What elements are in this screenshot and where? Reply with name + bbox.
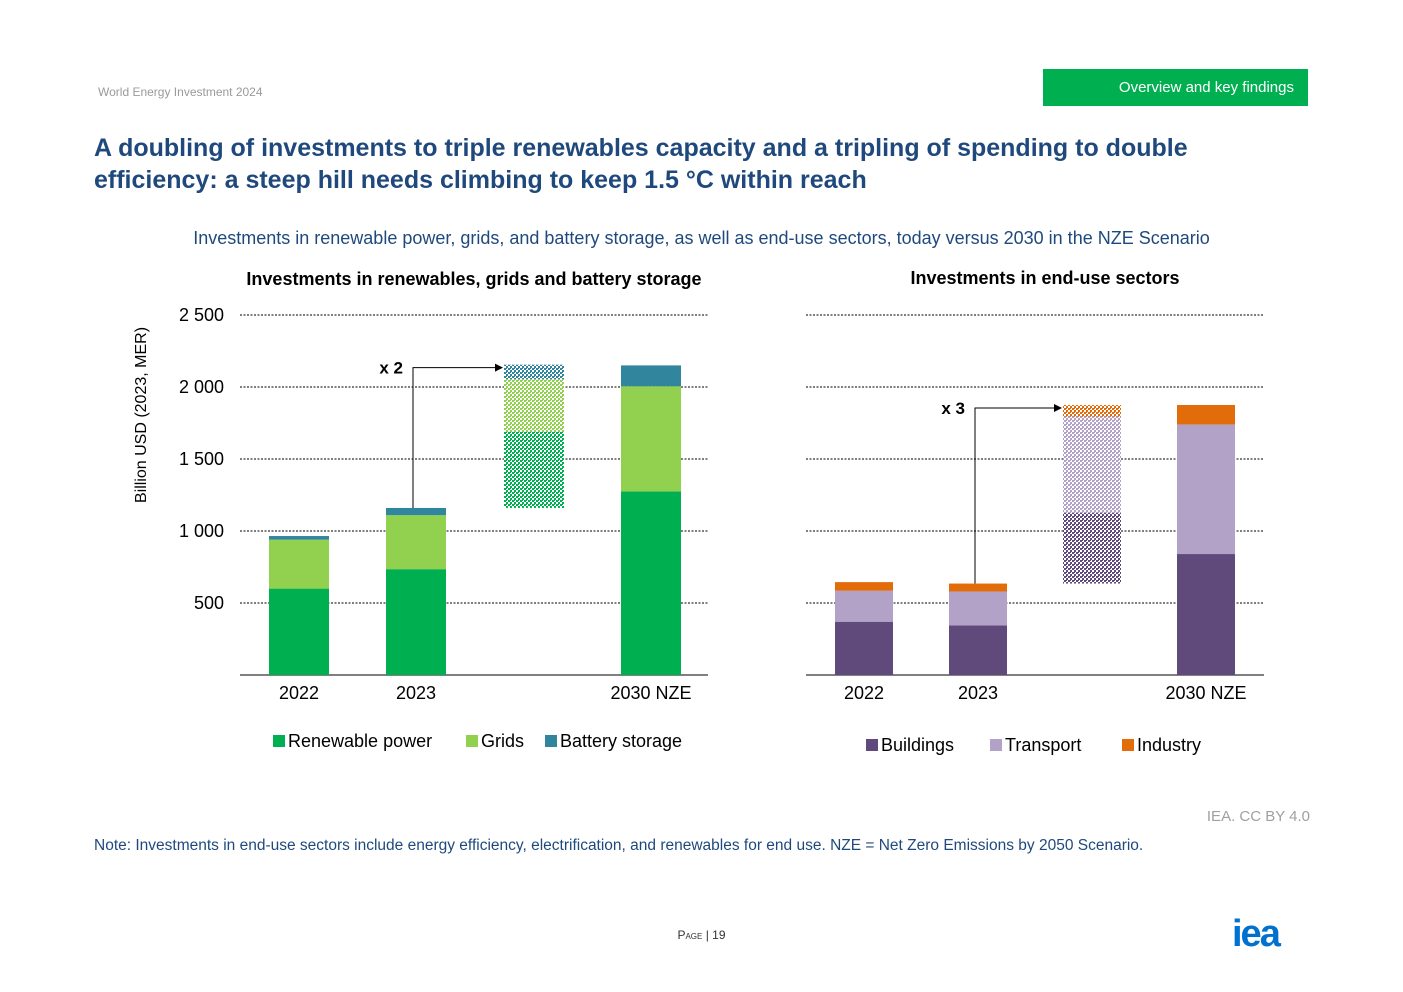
bar-grids — [621, 386, 681, 492]
bar-renewable-power — [621, 491, 681, 675]
legend-swatch — [866, 739, 878, 751]
bar-buildings — [835, 621, 893, 675]
legend-label: Buildings — [881, 735, 954, 755]
chart-1: Investments in renewables, grids and bat… — [133, 269, 708, 751]
legend-swatch — [273, 735, 285, 747]
bar-transport — [949, 591, 1007, 626]
page-title-line1: A doubling of investments to triple rene… — [94, 134, 1188, 162]
section-tag[interactable]: Overview and key findings — [1043, 69, 1308, 106]
bridge-segment-grids — [504, 379, 564, 432]
page-separator: | — [705, 928, 709, 942]
figure-note: Note: Investments in end-use sectors inc… — [94, 837, 1144, 854]
chart-title: Investments in renewables, grids and bat… — [246, 269, 701, 289]
x-tick-label: 2030 NZE — [1165, 683, 1246, 703]
y-axis-title: Billion USD (2023, MER) — [133, 327, 150, 503]
page-title-line2: efficiency: a steep hill needs climbing … — [94, 166, 867, 194]
bar-battery-storage — [621, 365, 681, 387]
bridge-segment-industry — [1063, 405, 1121, 417]
figure-subtitle: Investments in renewable power, grids, a… — [0, 228, 1403, 249]
legend-label: Battery storage — [560, 731, 682, 751]
chart-title: Investments in end-use sectors — [910, 268, 1179, 288]
page-number: Page | 19 — [0, 928, 1403, 942]
page-title: A doubling of investments to triple rene… — [94, 132, 1294, 196]
legend-label: Grids — [481, 731, 524, 751]
multiplier-label: x 2 — [379, 359, 403, 378]
page-label: Page — [677, 928, 703, 942]
y-tick-label: 1 500 — [179, 449, 224, 469]
legend-swatch — [990, 739, 1002, 751]
bar-transport — [835, 590, 893, 622]
iea-logo: iea — [1232, 914, 1284, 950]
bar-battery-storage — [386, 507, 446, 516]
x-tick-label: 2030 NZE — [610, 683, 691, 703]
bar-renewable-power — [386, 569, 446, 675]
bar-buildings — [1177, 554, 1235, 675]
y-tick-label: 500 — [194, 593, 224, 613]
x-tick-label: 2023 — [396, 683, 436, 703]
bridge-segment-battery-storage — [504, 364, 564, 380]
legend-swatch — [466, 735, 478, 747]
x-tick-label: 2022 — [844, 683, 884, 703]
page-number-value: 19 — [712, 928, 726, 942]
multiplier-arrow — [412, 363, 503, 508]
license-credit: IEA. CC BY 4.0 — [1206, 808, 1310, 825]
bar-industry — [949, 583, 1007, 592]
bar-grids — [269, 539, 329, 589]
y-tick-label: 1 000 — [179, 521, 224, 541]
bar-renewable-power — [269, 588, 329, 675]
bridge-segment-renewable-power — [504, 431, 564, 508]
figure-subtitle-text: Investments in renewable power, grids, a… — [193, 228, 1210, 248]
legend-swatch — [1122, 739, 1134, 751]
bar-industry — [835, 582, 893, 591]
chart-2: Investments in end-use sectors 2022 2023 20… — [806, 268, 1264, 755]
bar-grids — [386, 515, 446, 570]
bridge-segment-buildings — [1063, 513, 1121, 584]
bar-industry — [1177, 405, 1235, 425]
multiplier-arrow — [974, 404, 1062, 584]
bar-transport — [1177, 424, 1235, 555]
legend-label: Transport — [1005, 735, 1081, 755]
iea-logo-text: iea — [1232, 914, 1282, 950]
y-tick-label: 2 500 — [179, 305, 224, 325]
y-tick-label: 2 000 — [179, 377, 224, 397]
legend-label: Industry — [1137, 735, 1201, 755]
x-tick-label: 2023 — [958, 683, 998, 703]
bar-battery-storage — [269, 536, 329, 540]
legend-swatch — [545, 735, 557, 747]
legend-label: Renewable power — [288, 731, 432, 751]
chart-legend: Renewable power Grids Battery storage — [273, 731, 682, 751]
multiplier-label: x 3 — [941, 399, 965, 418]
x-tick-label: 2022 — [279, 683, 319, 703]
bridge-segment-transport — [1063, 416, 1121, 513]
chart-legend: Buildings Transport Industry — [866, 735, 1201, 755]
publication-title: World Energy Investment 2024 — [98, 85, 263, 99]
bar-buildings — [949, 625, 1007, 675]
